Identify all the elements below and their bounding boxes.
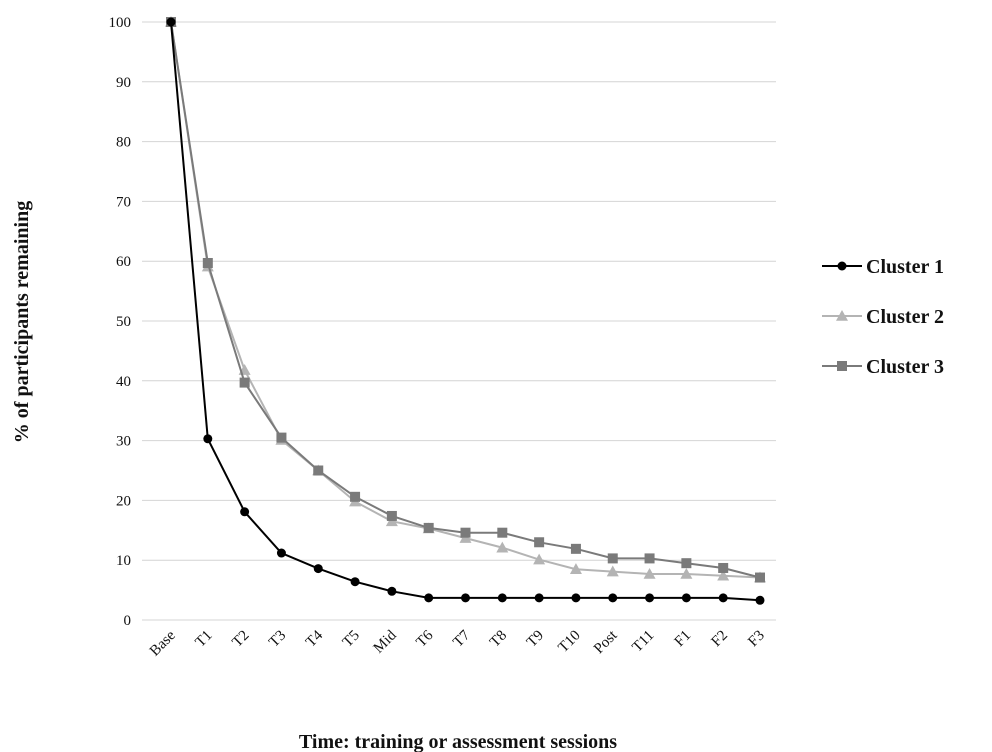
y-tick-label: 50 [116, 314, 131, 330]
x-tick-label: T10 [555, 628, 583, 656]
y-tick-labels: 0 10 20 30 40 50 60 70 80 90 100 [109, 15, 132, 629]
data-point [313, 465, 324, 476]
x-tick-labels: Base T1 T2 T3 T4 T5 Mid T6 T7 T8 T9 T10 Post T11 F1 F2 F… [147, 627, 768, 660]
data-point [718, 593, 728, 603]
legend-marker [837, 361, 847, 371]
x-tick-label: T2 [229, 628, 252, 651]
data-point [606, 565, 619, 577]
y-tick-label: 0 [124, 613, 132, 629]
y-tick-label: 80 [116, 135, 131, 151]
data-point [423, 522, 434, 533]
data-point [203, 434, 213, 444]
x-tick-label: Post [591, 627, 621, 657]
y-tick-label: 100 [109, 15, 132, 31]
data-point [755, 595, 765, 605]
x-tick-label: F1 [672, 628, 695, 651]
legend-marker [836, 310, 848, 321]
data-point [276, 548, 286, 558]
x-tick-label: T11 [629, 628, 657, 656]
data-point [533, 553, 546, 565]
y-tick-label: 10 [116, 553, 131, 569]
legend-label: Cluster 3 [866, 356, 944, 378]
data-point [166, 17, 176, 27]
x-tick-label: T3 [266, 628, 289, 651]
x-tick-label: T6 [413, 627, 436, 650]
data-point [497, 527, 508, 538]
data-point [608, 593, 618, 603]
data-point [680, 567, 693, 579]
y-tick-label: 60 [116, 254, 131, 270]
data-point [497, 593, 507, 603]
data-point [718, 562, 729, 573]
y-axis-title: % of participants remaining [11, 201, 33, 443]
gridlines [142, 21, 776, 621]
data-point [240, 507, 250, 517]
y-tick-label: 90 [116, 75, 131, 91]
series-3 [166, 17, 765, 583]
x-tick-label: T7 [450, 627, 473, 650]
data-point [276, 432, 287, 443]
legend-item: Cluster 1 [822, 256, 944, 278]
series-line [170, 21, 761, 579]
legend-label: Cluster 1 [866, 256, 944, 278]
legend-marker [837, 261, 847, 271]
y-tick-label: 70 [116, 194, 131, 210]
x-tick-label: F3 [745, 628, 768, 651]
y-tick-label: 40 [116, 374, 131, 390]
legend-item: Cluster 2 [822, 306, 944, 328]
data-point [570, 543, 581, 554]
legend-label: Cluster 2 [866, 306, 944, 328]
data-point [313, 564, 323, 574]
data-point [461, 593, 470, 603]
x-tick-label: T8 [487, 628, 510, 651]
data-point [717, 569, 730, 581]
x-tick-label: T5 [340, 628, 363, 651]
series-2 [165, 16, 766, 583]
x-tick-label: Mid [371, 627, 400, 656]
data-point [386, 510, 397, 521]
data-point [202, 257, 213, 268]
data-point [496, 541, 509, 553]
series-line [170, 21, 761, 602]
x-tick-label: T4 [303, 627, 326, 650]
data-point [645, 593, 655, 603]
x-axis-title: Time: training or assessment sessions [299, 731, 617, 752]
series-line [170, 21, 761, 579]
legend-item: Cluster 3 [822, 356, 944, 378]
y-tick-label: 30 [116, 434, 131, 450]
y-tick-label: 20 [116, 493, 131, 509]
x-tick-label: T9 [524, 628, 547, 651]
data-point [569, 563, 582, 574]
data-point [607, 553, 618, 564]
series-1 [166, 17, 765, 605]
data-point [534, 537, 545, 548]
x-tick-label: F2 [708, 628, 731, 651]
data-point [643, 567, 656, 579]
data-point [534, 593, 544, 603]
data-point [644, 553, 655, 564]
data-point [460, 527, 471, 538]
data-point [350, 577, 360, 587]
x-tick-label: T1 [193, 628, 216, 651]
data-point [239, 377, 250, 388]
data-point [387, 586, 397, 596]
series-group [165, 16, 766, 605]
data-point [681, 593, 691, 603]
data-point [424, 593, 434, 603]
data-point [350, 491, 361, 502]
data-point [681, 558, 692, 569]
data-point [571, 593, 581, 603]
legend: Cluster 1 Cluster 2 Cluster 3 [822, 256, 944, 378]
data-point [755, 572, 765, 583]
x-tick-label: Base [147, 627, 179, 659]
